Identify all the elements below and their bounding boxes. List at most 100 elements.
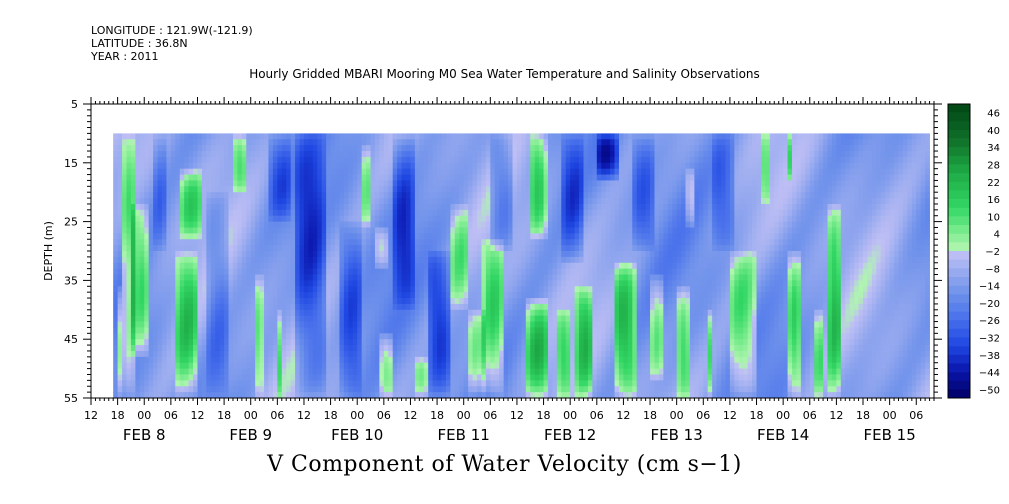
- heatmap-cell: [552, 356, 558, 364]
- heatmap-cell: [379, 174, 385, 181]
- heatmap-cell: [312, 356, 318, 364]
- heatmap-cell: [255, 315, 260, 322]
- heatmap-cell: [419, 227, 425, 234]
- heatmap-cell: [326, 174, 331, 181]
- heatmap-cell: [361, 339, 367, 346]
- heatmap-cell: [286, 151, 292, 158]
- heatmap-cell: [179, 221, 185, 228]
- heatmap-cell: [485, 262, 491, 270]
- heatmap-cell: [126, 386, 132, 393]
- heatmap-cell: [113, 350, 119, 358]
- heatmap-cell: [437, 315, 442, 322]
- heatmap-cell: [126, 321, 132, 328]
- heatmap-cell: [197, 215, 203, 222]
- heatmap-cell: [454, 215, 460, 222]
- heatmap-cell: [326, 162, 331, 170]
- heatmap-cell: [565, 380, 571, 387]
- heatmap-cell: [450, 215, 456, 222]
- heatmap-cell: [472, 350, 478, 358]
- heatmap-cell: [543, 309, 549, 317]
- heatmap-cell: [490, 309, 496, 317]
- heatmap-cell: [521, 280, 527, 287]
- heatmap-cell: [184, 186, 190, 193]
- heatmap-cell: [255, 380, 260, 387]
- heatmap-cell: [601, 262, 607, 270]
- heatmap-cell: [135, 215, 141, 222]
- heatmap-cell: [224, 262, 229, 270]
- heatmap-cell: [561, 309, 567, 317]
- heatmap-cell: [428, 333, 434, 340]
- heatmap-cell: [224, 156, 229, 164]
- heatmap-cell: [361, 198, 367, 205]
- heatmap-cell: [374, 303, 380, 311]
- heatmap-cell: [419, 198, 425, 205]
- heatmap-cell: [450, 339, 456, 346]
- heatmap-cell: [454, 198, 460, 205]
- heatmap-cell: [348, 245, 354, 252]
- heatmap-cell: [419, 362, 425, 369]
- heatmap-cell: [423, 345, 429, 352]
- heatmap-cell: [445, 162, 451, 170]
- heatmap-cell: [592, 274, 598, 281]
- heatmap-cell: [312, 245, 318, 252]
- heatmap-cell: [556, 162, 562, 170]
- heatmap-cell: [512, 339, 518, 346]
- heatmap-cell: [472, 374, 478, 381]
- heatmap-cell: [113, 321, 119, 328]
- heatmap-cell: [592, 139, 598, 146]
- heatmap-cell: [188, 280, 194, 287]
- heatmap-cell: [539, 239, 544, 246]
- heatmap-cell: [499, 139, 505, 146]
- heatmap-cell: [219, 292, 225, 299]
- heatmap-cell: [241, 133, 247, 140]
- heatmap-cell: [228, 151, 234, 158]
- heatmap-cell: [547, 251, 553, 258]
- heatmap-cell: [215, 298, 221, 305]
- heatmap-cell: [374, 321, 380, 328]
- heatmap-cell: [272, 233, 278, 240]
- heatmap-cell: [193, 345, 198, 352]
- heatmap-cell: [126, 256, 132, 264]
- heatmap-cell: [410, 180, 416, 187]
- heatmap-cell: [414, 139, 420, 146]
- heatmap-cell: [445, 345, 451, 352]
- heatmap-cell: [157, 239, 163, 246]
- heatmap-cell: [601, 227, 607, 234]
- heatmap-cell: [361, 203, 367, 211]
- heatmap-cell: [587, 368, 593, 375]
- heatmap-cell: [383, 186, 389, 193]
- heatmap-cell: [268, 180, 274, 187]
- heatmap-cell: [388, 192, 394, 199]
- heatmap-cell: [388, 168, 394, 175]
- heatmap-cell: [188, 139, 194, 146]
- heatmap-cell: [224, 386, 229, 393]
- heatmap-cell: [388, 239, 394, 246]
- heatmap-cell: [153, 380, 158, 387]
- heatmap-cell: [250, 286, 256, 293]
- heatmap-cell: [161, 215, 167, 222]
- heatmap-cell: [130, 209, 136, 217]
- heatmap-cell: [565, 392, 571, 399]
- heatmap-cell: [335, 262, 340, 270]
- heatmap-cell: [139, 315, 145, 322]
- heatmap-cell: [437, 192, 442, 199]
- heatmap-cell: [410, 215, 416, 222]
- heatmap-cell: [219, 203, 225, 211]
- heatmap-cell: [383, 339, 389, 346]
- heatmap-cell: [135, 239, 141, 246]
- heatmap-cell: [237, 251, 243, 258]
- heatmap-cell: [525, 227, 531, 234]
- heatmap-cell: [392, 221, 398, 228]
- heatmap-cell: [348, 215, 354, 222]
- heatmap-cell: [441, 145, 447, 152]
- heatmap-cell: [184, 286, 190, 293]
- heatmap-cell: [268, 156, 274, 164]
- heatmap-cell: [201, 274, 207, 281]
- heatmap-cell: [126, 350, 132, 358]
- heatmap-cell: [570, 203, 576, 211]
- heatmap-cell: [264, 268, 269, 275]
- heatmap-cell: [250, 345, 256, 352]
- heatmap-cell: [130, 292, 136, 299]
- heatmap-cell: [556, 392, 562, 399]
- heatmap-cell: [210, 233, 216, 240]
